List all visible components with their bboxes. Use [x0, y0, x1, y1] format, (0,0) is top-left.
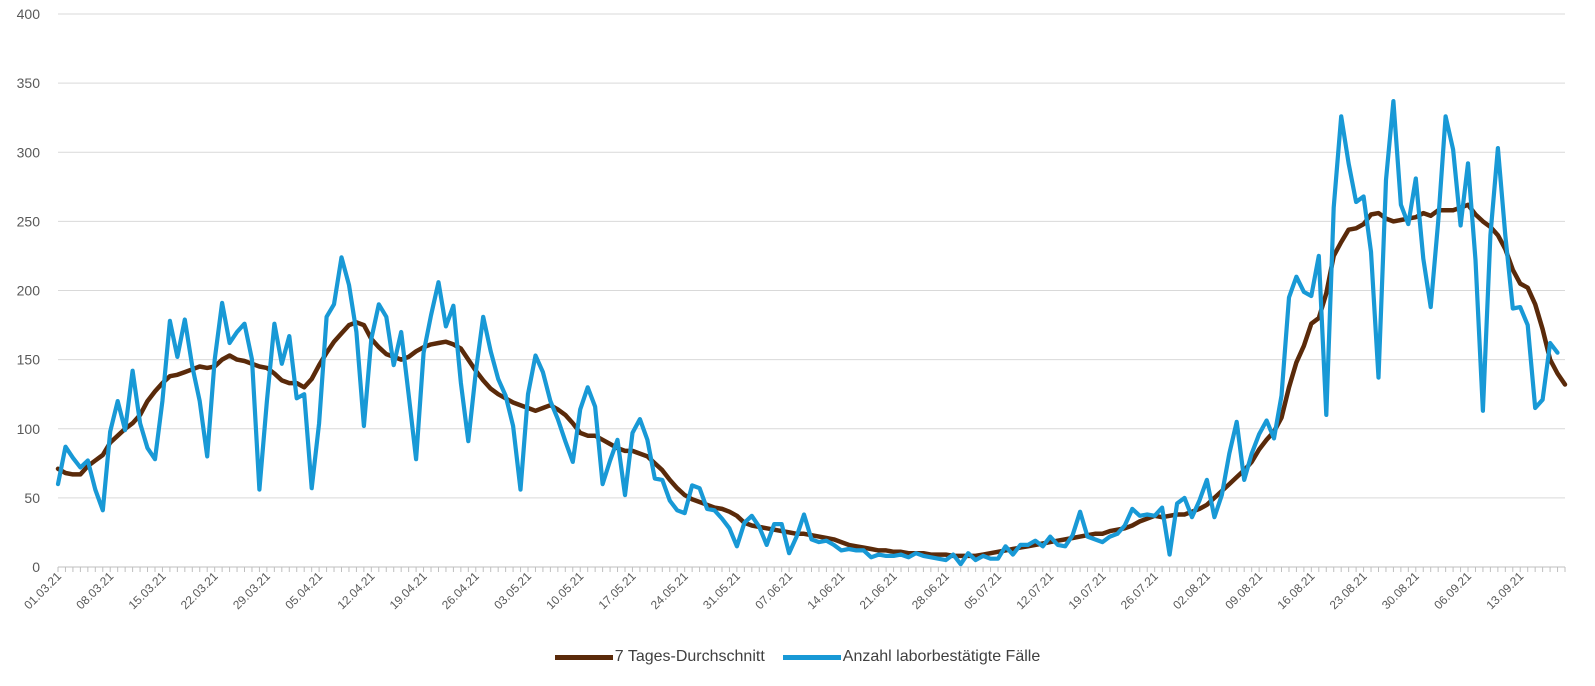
- x-tick-label: 13.09.21: [1483, 569, 1526, 612]
- x-tick-label: 05.07.21: [961, 569, 1004, 612]
- x-tick-label: 30.08.21: [1379, 569, 1422, 612]
- x-tick-label: 16.08.21: [1275, 569, 1318, 612]
- x-tick-label: 12.07.21: [1013, 569, 1056, 612]
- x-tick-label: 26.07.21: [1118, 569, 1161, 612]
- legend-label-cases: Anzahl laborbestätigte Fälle: [842, 648, 1041, 665]
- x-tick-label: 07.06.21: [752, 569, 795, 612]
- x-tick-label: 02.08.21: [1170, 569, 1213, 612]
- legend-swatch-average: [554, 654, 613, 660]
- x-tick-label: 15.03.21: [126, 569, 169, 612]
- y-tick-label: 150: [17, 352, 41, 368]
- gridlines: [58, 13, 1565, 499]
- y-tick-label: 0: [32, 559, 40, 575]
- legend-item-cases: Anzahl laborbestätigte Fälle: [782, 648, 1041, 666]
- x-tick-label: 08.03.21: [73, 569, 116, 612]
- y-tick-label: 100: [17, 421, 41, 437]
- y-tick-label: 300: [17, 144, 41, 160]
- x-tick-label: 22.03.21: [178, 569, 221, 612]
- x-tick-label: 19.04.21: [387, 569, 430, 612]
- y-tick-label: 350: [17, 75, 41, 91]
- legend-item-average: 7 Tages-Durchschnitt: [554, 648, 765, 666]
- x-axis: [57, 566, 1566, 572]
- x-tick-label: 10.05.21: [543, 569, 586, 612]
- x-tick-label: 31.05.21: [700, 569, 743, 612]
- legend-swatch-cases: [782, 654, 841, 660]
- legend: 7 Tages-Durchschnitt Anzahl laborbestäti…: [0, 648, 1595, 666]
- x-tick-label: 26.04.21: [439, 569, 482, 612]
- x-tick-label: 17.05.21: [596, 569, 639, 612]
- x-tick-label: 23.08.21: [1327, 569, 1370, 612]
- series-line-7-day-average: [55, 202, 1568, 559]
- x-axis-tick-labels: 01.03.21 08.03.21 15.03.21 22.03.21 29.03.21…: [21, 569, 1526, 612]
- x-tick-label: 09.08.21: [1222, 569, 1265, 612]
- x-tick-label: 24.05.21: [648, 569, 691, 612]
- y-tick-label: 50: [24, 490, 40, 506]
- x-tick-label: 05.04.21: [282, 569, 325, 612]
- x-tick-label: 01.03.21: [21, 569, 64, 612]
- x-tick-label: 21.06.21: [857, 569, 900, 612]
- x-tick-label: 06.09.21: [1431, 569, 1474, 612]
- y-tick-label: 400: [17, 6, 41, 22]
- series-lines: [55, 98, 1568, 567]
- x-tick-label: 14.06.21: [805, 569, 848, 612]
- x-tick-label: 19.07.21: [1066, 569, 1109, 612]
- legend-label-average: 7 Tages-Durchschnitt: [614, 648, 765, 665]
- x-tick-label: 28.06.21: [909, 569, 952, 612]
- y-axis-tick-labels: 0 50 100 150 200 250 300 350 400: [17, 6, 41, 575]
- y-tick-label: 200: [17, 283, 41, 299]
- x-tick-label: 12.04.21: [335, 569, 378, 612]
- x-tick-label: 03.05.21: [491, 569, 534, 612]
- x-tick-label: 29.03.21: [230, 569, 273, 612]
- y-tick-label: 250: [17, 213, 41, 229]
- series-line-lab-confirmed-cases: [55, 98, 1560, 567]
